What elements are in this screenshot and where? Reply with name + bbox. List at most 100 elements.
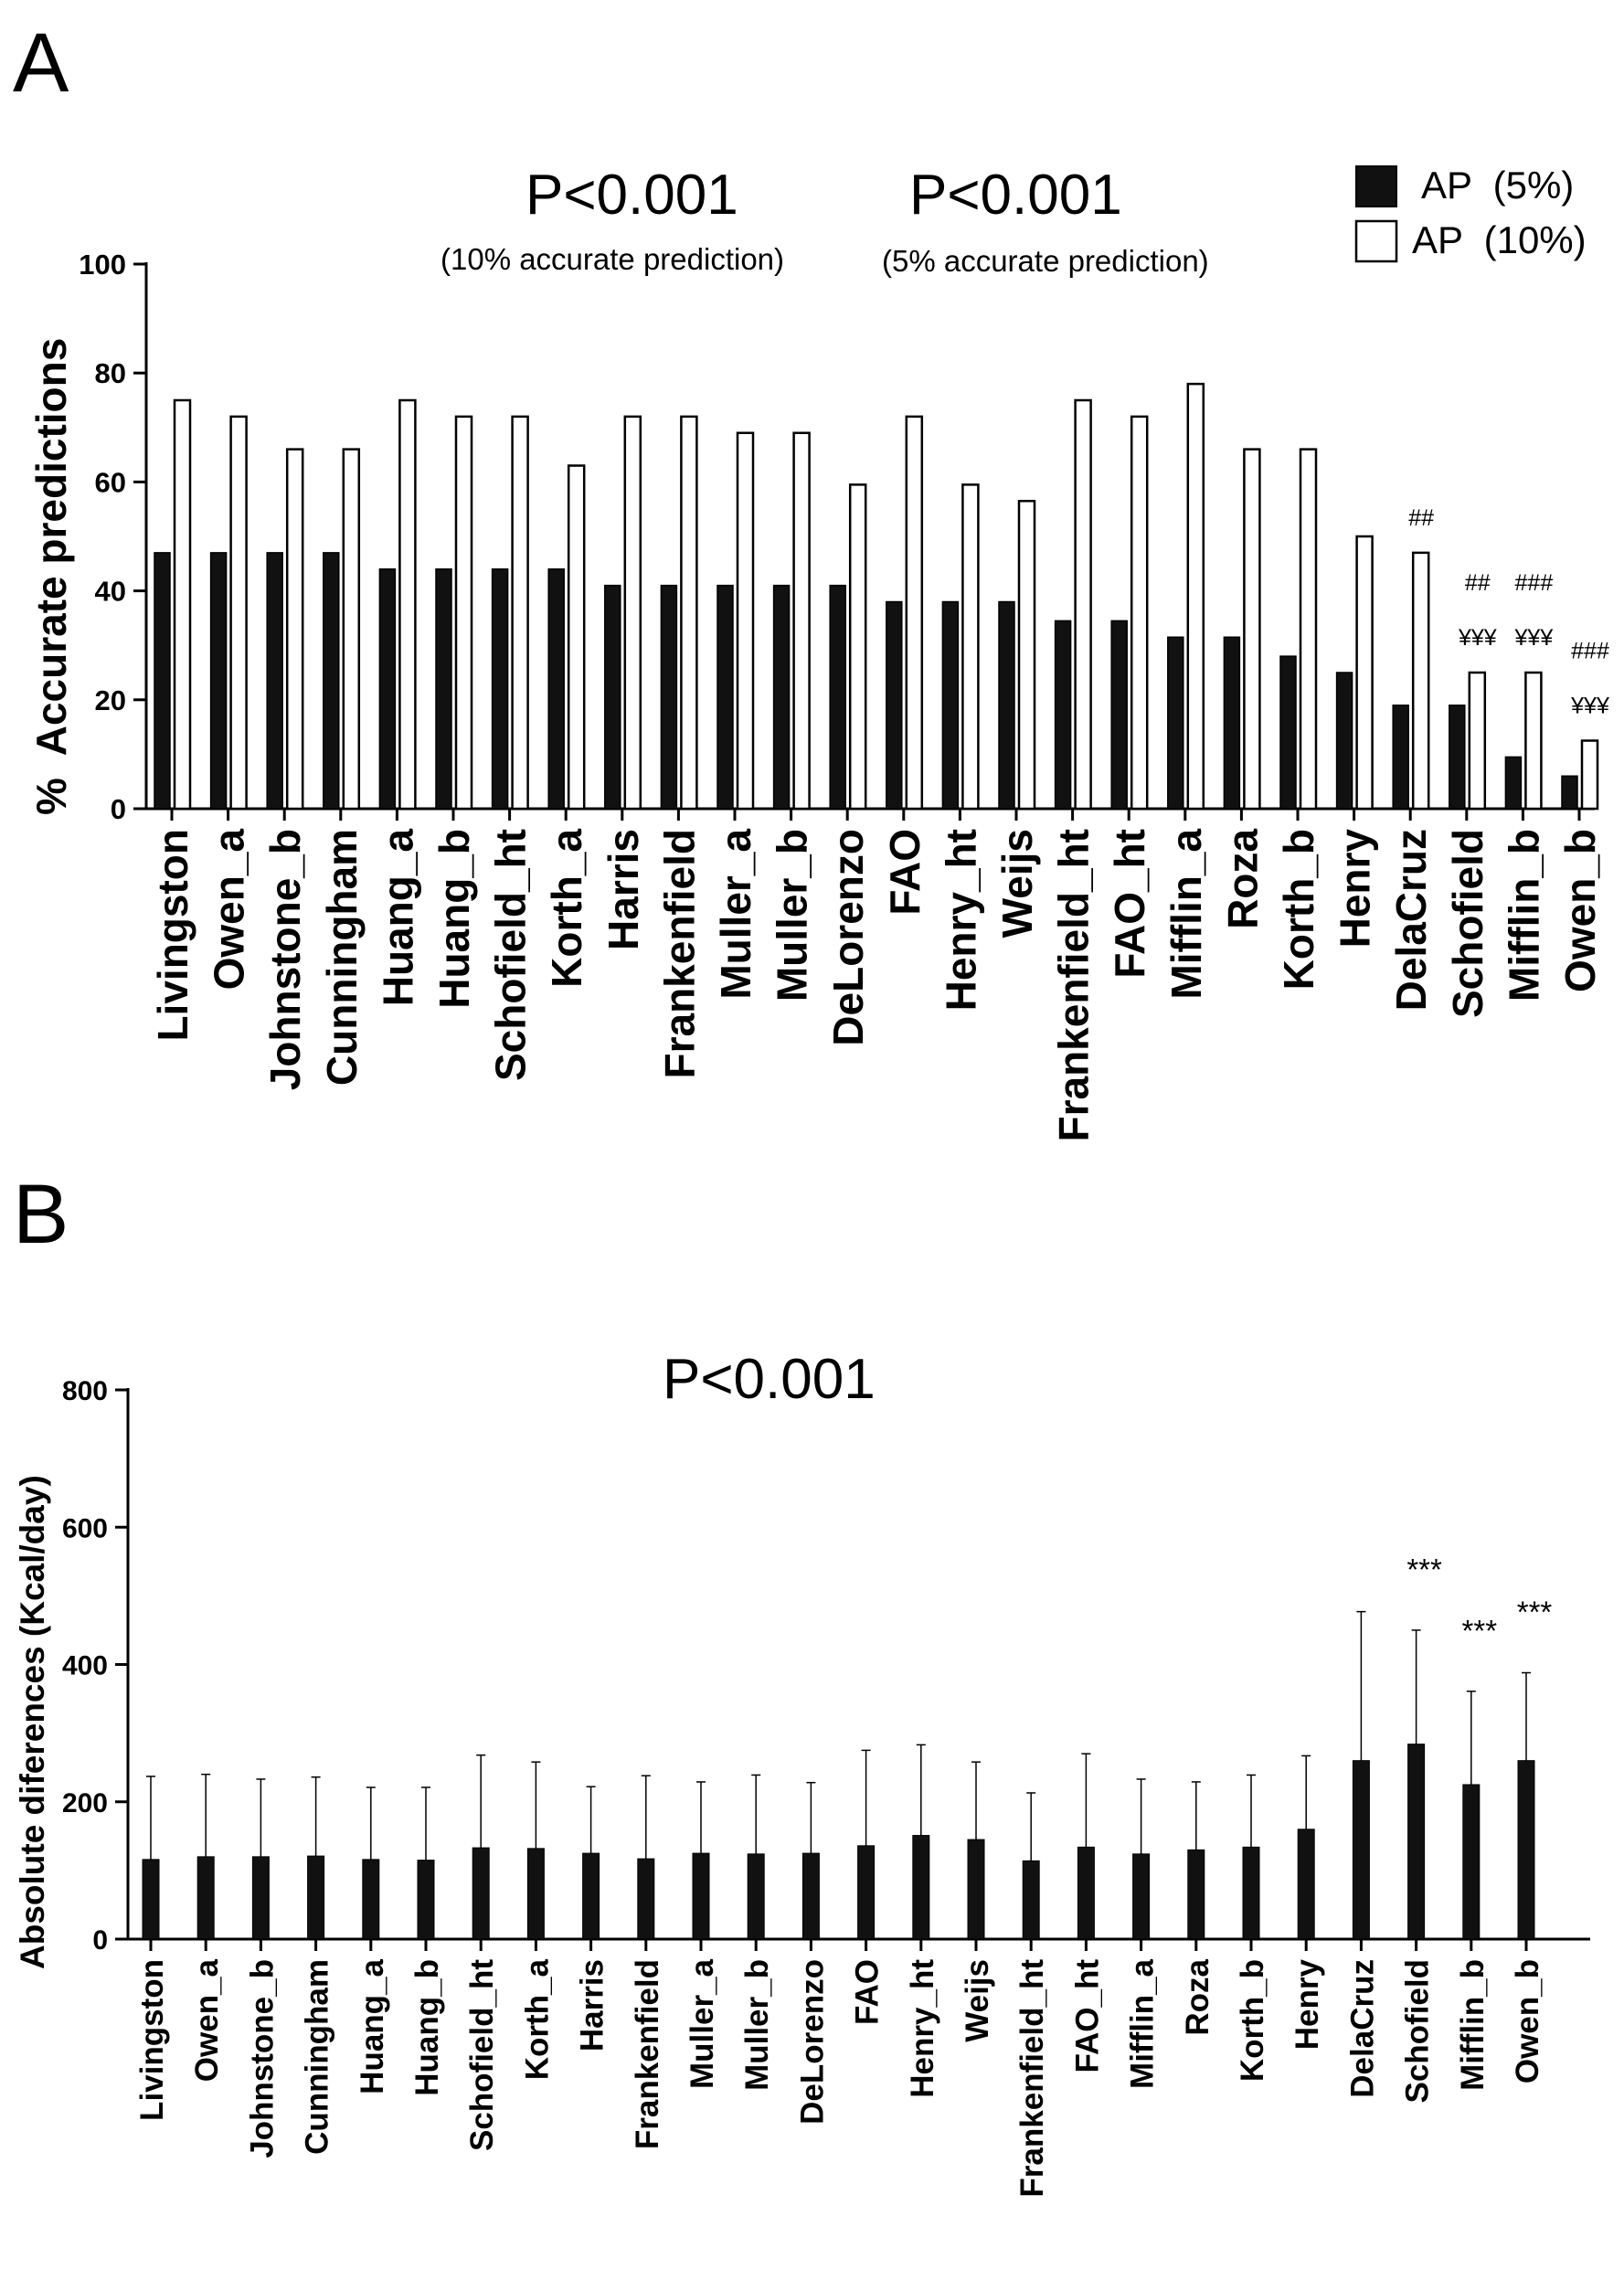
- bar-ap10-johnstone-b: [285, 448, 304, 811]
- panel-a-y-tick-label: 40: [95, 576, 126, 608]
- panel-a-category-label: Schofield_ht: [487, 829, 535, 1081]
- panel-a-pvalue-left: P<0.001: [525, 164, 738, 227]
- panel-a-category-label: Huang_b: [430, 829, 478, 1009]
- panel-b-y-tick-label: 0: [92, 1925, 108, 1956]
- bar-ap10-schofield-ht: [511, 415, 529, 811]
- panel-a-annotation: ##: [1465, 570, 1491, 596]
- panel-a-category-label: Roza: [1218, 829, 1266, 929]
- bar-ap5-henry-ht: [941, 600, 960, 810]
- panel-a-category-label: Cunningham: [318, 829, 366, 1086]
- panel-a-annotation: ##: [1408, 505, 1434, 531]
- bar-absdiff-muller-a: [692, 1852, 710, 1940]
- panel-b-y-tick-label: 800: [62, 1376, 108, 1406]
- panel-b-category-label: Korth_b: [1235, 1959, 1270, 2082]
- panel-a-y-tick-label: 60: [95, 466, 126, 498]
- panel-b-category-label: Mifflin_a: [1125, 1958, 1161, 2088]
- panel-a-y-axis-label: % Accurate predictions: [27, 338, 75, 815]
- bar-ap5-henry: [1335, 672, 1353, 810]
- bar-ap5-delacruz: [1392, 705, 1409, 810]
- panel-b-category-label: DelaCruz: [1344, 1959, 1380, 2098]
- bar-ap10-schofield: [1468, 671, 1487, 811]
- panel-b-letter: B: [13, 1168, 69, 1261]
- panel-b-category-label: Frankenfield: [630, 1959, 665, 2149]
- panel-a-category-label: DelaCruz: [1387, 829, 1435, 1011]
- panel-a-category-label: Livingston: [149, 829, 196, 1042]
- bar-absdiff-harris: [582, 1852, 600, 1940]
- bar-absdiff-huang-b: [417, 1860, 435, 1940]
- bar-ap10-roza: [1243, 448, 1261, 811]
- panel-a-category-label: Muller_a: [712, 829, 759, 1000]
- legend-label-ap10: AP (10%): [1412, 218, 1587, 261]
- bar-absdiff-korth-b: [1242, 1846, 1260, 1940]
- panel-a-subtitle-right: (5% accurate prediction): [882, 244, 1209, 278]
- panel-b-category-label: Henry_ht: [905, 1959, 940, 2098]
- panel-b-category-label: Huang_a: [355, 1958, 390, 2094]
- bar-ap10-harris: [623, 415, 642, 811]
- bar-ap10-huang-a: [398, 398, 417, 811]
- panel-b-category-label: Frankenfield_ht: [1014, 1959, 1050, 2198]
- bar-ap5-korth-a: [547, 568, 565, 810]
- panel-b-category-label: Cunningham: [300, 1959, 335, 2155]
- bar-absdiff-delacruz: [1352, 1760, 1370, 1940]
- panel-b-category-label: Weijs: [960, 1959, 995, 2042]
- bar-absdiff-frankenfield-ht: [1022, 1860, 1040, 1940]
- panel-a-category-label: Schofield: [1444, 829, 1491, 1018]
- bar-ap5-fao-ht: [1110, 620, 1128, 810]
- bar-ap5-muller-b: [772, 584, 791, 810]
- panel-b-significance: ***: [1406, 1553, 1442, 1586]
- bar-ap10-cunningham: [342, 448, 361, 811]
- bar-ap5-cunningham: [323, 552, 340, 810]
- bar-ap5-korth-b: [1279, 655, 1297, 810]
- bar-ap5-owen-a: [209, 552, 228, 810]
- panel-b-category-label: Mifflin_b: [1455, 1959, 1491, 2091]
- bar-absdiff-fao: [857, 1845, 876, 1940]
- bar-ap5-muller-a: [716, 584, 734, 810]
- bar-absdiff-mifflin-a: [1132, 1853, 1151, 1940]
- panel-a-y-tick-label: 20: [95, 684, 126, 716]
- panel-a-y-tick-label: 0: [111, 793, 126, 825]
- panel-a-subtitle-left: (10% accurate prediction): [440, 242, 784, 276]
- bar-ap10-muller-a: [736, 431, 755, 811]
- bar-ap5-weijs: [998, 600, 1015, 810]
- bar-absdiff-delorenzo: [801, 1852, 820, 1940]
- panel-a-category-label: Frankenfield: [655, 829, 703, 1079]
- panel-a-category-label: Henry: [1332, 829, 1379, 949]
- panel-b-category-label: Roza: [1180, 1958, 1215, 2035]
- bar-ap5-schofield-ht: [491, 568, 509, 810]
- panel-b-category-label: Huang_b: [409, 1959, 445, 2096]
- bar-ap5-owen-b: [1561, 775, 1578, 810]
- panel-b-significance: ***: [1517, 1596, 1553, 1629]
- panel-b-category-label: DeLorenzo: [794, 1959, 830, 2125]
- bar-absdiff-roza: [1187, 1849, 1205, 1940]
- panel-a-y-tick-label: 100: [79, 249, 126, 281]
- bar-ap10-livingston: [173, 398, 192, 811]
- panel-b-category-label: Johnstone_b: [244, 1959, 280, 2158]
- bar-absdiff-livingston: [142, 1859, 160, 1940]
- panel-a-category-label: Owen_a: [206, 829, 253, 991]
- panel-a-annotation: ¥¥¥: [1570, 694, 1609, 719]
- panel-a-annotation: ###: [1515, 570, 1554, 596]
- panel-a-category-label: FAO_ht: [1106, 829, 1153, 979]
- bar-ap5-delorenzo: [829, 584, 846, 810]
- panel-a-y-tick-label: 80: [95, 357, 126, 389]
- bar-absdiff-frankenfield: [637, 1858, 655, 1940]
- panel-a-annotation: ###: [1571, 639, 1609, 664]
- panel-a-category-label: Korth_b: [1275, 829, 1322, 990]
- panel-b-y-tick-label: 200: [62, 1788, 108, 1818]
- bar-ap10-fao: [905, 415, 924, 811]
- bar-ap10-delacruz: [1411, 551, 1430, 811]
- bar-ap5-mifflin-b: [1504, 756, 1523, 810]
- bar-absdiff-johnstone-b: [251, 1856, 270, 1940]
- bar-ap5-huang-b: [435, 568, 452, 810]
- bar-ap10-delorenzo: [848, 483, 867, 811]
- panel-a-category-label: Muller_b: [769, 829, 816, 1002]
- panel-b-category-label: Livingston: [134, 1959, 170, 2121]
- panel-b-y-tick-label: 400: [62, 1651, 108, 1681]
- bar-absdiff-henry-ht: [912, 1835, 930, 1940]
- bar-ap10-henry: [1355, 535, 1374, 811]
- bar-ap5-huang-a: [378, 568, 397, 810]
- bar-absdiff-weijs: [967, 1839, 985, 1940]
- bar-ap10-weijs: [1017, 500, 1036, 811]
- panel-a-letter: A: [13, 16, 69, 110]
